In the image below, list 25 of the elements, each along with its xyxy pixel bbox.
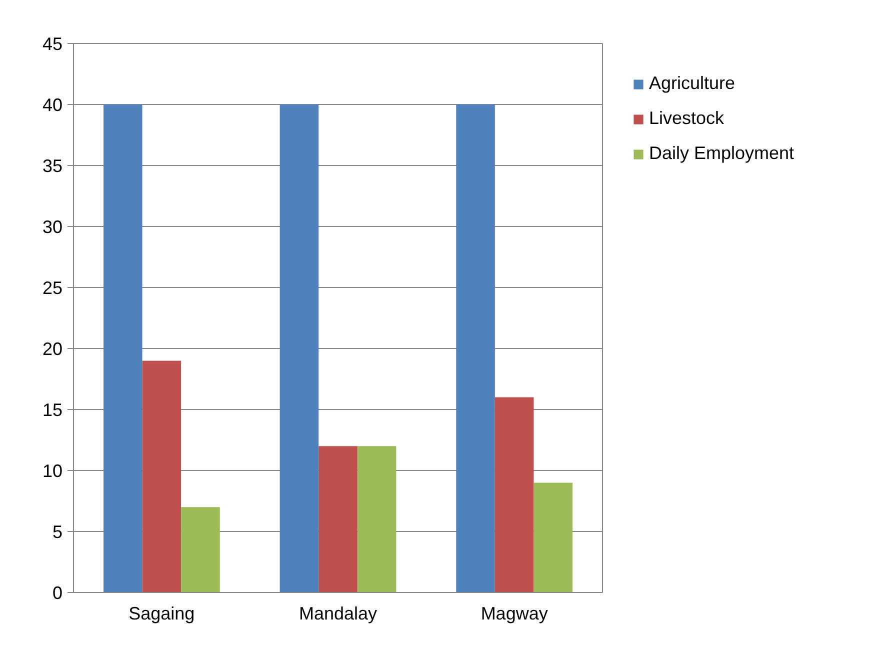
legend-label: Agriculture (649, 73, 736, 94)
y-tick-label: 15 (42, 400, 63, 420)
y-tick-label: 25 (42, 278, 63, 298)
bar (357, 446, 396, 592)
y-tick-label: 10 (42, 461, 63, 481)
legend-label: Livestock (649, 108, 724, 129)
x-tick-label: Sagaing (128, 604, 195, 624)
y-tick-label: 35 (42, 156, 63, 176)
bar (181, 507, 220, 592)
y-tick-label: 30 (42, 217, 63, 237)
y-tick-label: 0 (52, 583, 63, 603)
x-tick-label: Magway (480, 604, 548, 624)
bar (494, 397, 534, 592)
bar (456, 104, 495, 592)
bar (142, 360, 182, 592)
y-tick-label: 45 (42, 34, 63, 54)
bar (534, 482, 573, 592)
bar (318, 446, 358, 592)
legend-label: Daily Employment (649, 143, 794, 164)
y-tick-label: 20 (42, 339, 63, 359)
y-tick-label: 40 (42, 95, 63, 115)
x-tick-label: Mandalay (298, 604, 378, 624)
bar (103, 104, 142, 592)
y-tick-label: 5 (52, 522, 63, 542)
bar (280, 104, 319, 592)
